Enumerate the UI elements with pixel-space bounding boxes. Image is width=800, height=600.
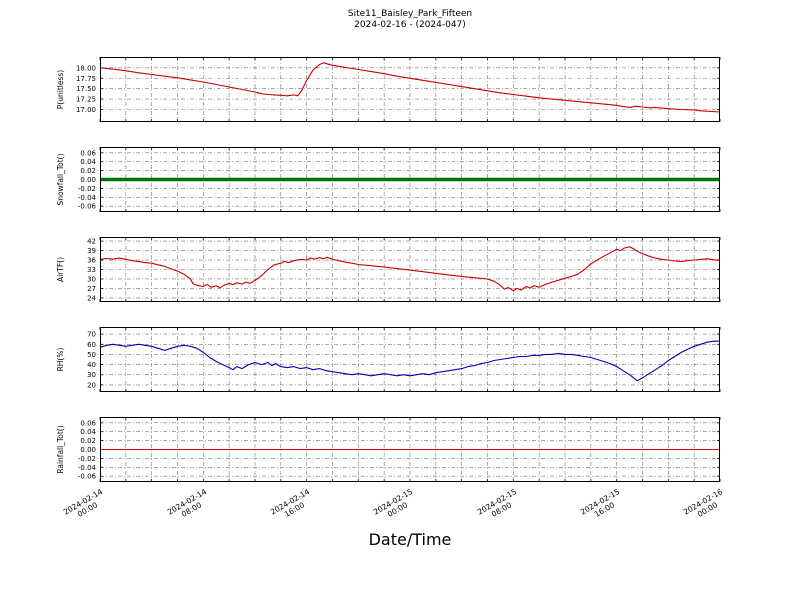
series-airtf xyxy=(99,246,721,292)
panel-frame xyxy=(100,417,720,482)
x-tick-label: 2024-02-14 08:00 xyxy=(165,487,208,519)
y-tick-label: 30 xyxy=(87,275,96,283)
y-tick-label: 0.02 xyxy=(80,437,96,445)
y-tick-label: 18.00 xyxy=(76,64,96,72)
y-tick-label: 24 xyxy=(87,294,96,302)
y-tick-label: 0.00 xyxy=(80,446,96,454)
y-tick-label: 0.06 xyxy=(80,149,96,157)
y-tick-label: 60 xyxy=(87,341,96,349)
y-tick-label: 0.00 xyxy=(80,176,96,184)
y-tick-label: 30 xyxy=(87,371,96,379)
panel-rh: 70 60 50 40 30 20 RH(%) xyxy=(56,327,721,392)
y-axis-label: AirTF() xyxy=(56,257,65,282)
panel-snowfall-tot: 0.060.040.020.00-0.02-0.04-0.06 Snowfall_… xyxy=(56,147,721,212)
y-axis-label: RH(%) xyxy=(56,348,65,372)
x-tick-label: 2024-02-14 16:00 xyxy=(268,487,312,519)
y-tick-label: -0.02 xyxy=(78,455,96,463)
y-tick-label: 0.06 xyxy=(80,419,96,427)
y-tick-label: 0.02 xyxy=(80,167,96,175)
panel-rainfall-tot: 0.060.040.020.00-0.02-0.04-0.06 Rainfall_… xyxy=(56,417,721,482)
y-tick-label: 70 xyxy=(87,331,96,339)
x-tick-label: 2024-02-15 16:00 xyxy=(578,487,622,519)
x-tick-label: 2024-02-15 00:00 xyxy=(372,487,415,519)
y-tick-label: 20 xyxy=(87,381,96,389)
series-p-unitless xyxy=(99,62,721,113)
y-tick-label: 0.04 xyxy=(80,428,96,436)
panel-frame xyxy=(100,237,720,302)
y-tick-label: -0.06 xyxy=(78,473,97,481)
y-tick-label: 17.50 xyxy=(76,85,96,93)
x-axis-title: Date/Time xyxy=(368,530,452,549)
y-tick-label: 17.00 xyxy=(76,106,96,114)
y-axis-label: Snowfall_Tot() xyxy=(56,153,65,205)
series-rh xyxy=(99,340,720,382)
panel-p-unitless: 17.00 17.25 17.50 17.75 18.00 P(unitless) xyxy=(56,57,721,122)
y-tick-label: 33 xyxy=(87,266,96,274)
panel-frame xyxy=(100,147,720,212)
x-tick-label: 2024-02-14 00:00 xyxy=(62,487,105,519)
y-tick-label: -0.04 xyxy=(78,194,97,202)
y-tick-label: 50 xyxy=(87,351,96,359)
y-axis-label: Rainfall_Tot() xyxy=(56,425,65,473)
panel-frame xyxy=(100,57,720,122)
y-tick-label: -0.02 xyxy=(78,185,96,193)
y-tick-label: 0.04 xyxy=(80,158,96,166)
y-tick-label: 17.25 xyxy=(76,96,96,104)
chart-subtitle: 2024-02-16 - (2024-047) xyxy=(354,20,466,30)
y-tick-label: -0.04 xyxy=(78,464,97,472)
x-tick-label: 2024-02-15 08:00 xyxy=(475,487,518,519)
y-axis-label: P(unitless) xyxy=(56,70,65,109)
y-tick-label: -0.06 xyxy=(78,203,97,211)
chart-title: Site11_Baisley_Park_Fifteen xyxy=(347,9,473,19)
y-tick-label: 17.75 xyxy=(76,75,96,83)
y-tick-label: 39 xyxy=(87,247,96,255)
panel-frame xyxy=(100,327,720,392)
y-tick-label: 40 xyxy=(87,361,96,369)
y-tick-label: 36 xyxy=(87,257,96,265)
x-tick-label: 2024-02-16 00:00 xyxy=(682,487,725,519)
y-tick-label: 27 xyxy=(87,285,96,293)
y-tick-label: 42 xyxy=(87,238,96,246)
